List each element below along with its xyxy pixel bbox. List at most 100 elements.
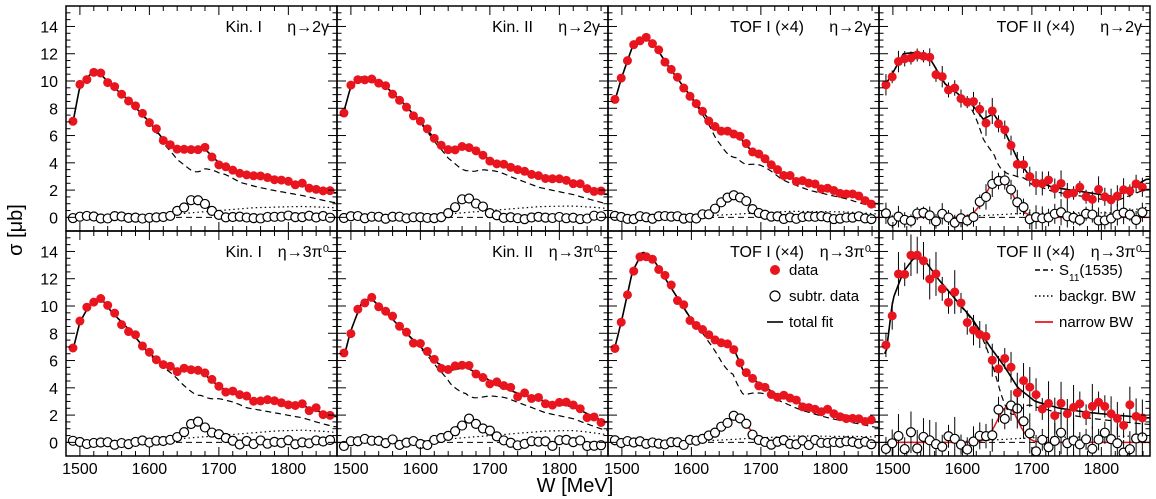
data-point	[200, 368, 210, 378]
data-point	[68, 116, 78, 126]
data-point	[158, 135, 168, 145]
panel-title: Kin. I	[226, 244, 262, 261]
subtracted-point	[595, 440, 607, 451]
subtracted-point	[199, 198, 211, 210]
subtracted-point	[703, 209, 714, 220]
y-tick-label: 4	[49, 381, 58, 398]
legend: data subtr. data total fit S11(1535) backgr.…	[767, 262, 1137, 331]
data-point	[622, 56, 632, 66]
data-point	[165, 140, 175, 150]
data-point	[297, 399, 307, 409]
data-point	[554, 397, 564, 407]
data-point	[1019, 160, 1029, 170]
data-point	[269, 175, 279, 185]
data-point	[1044, 175, 1054, 185]
data-point	[283, 400, 293, 410]
data-point	[256, 171, 266, 181]
data-point	[912, 250, 922, 260]
data-point	[137, 108, 147, 118]
data-point	[1050, 184, 1060, 194]
plot-area	[66, 294, 337, 450]
data-point	[360, 298, 370, 308]
data-point	[1075, 399, 1085, 409]
subtracted-point	[450, 426, 461, 437]
data-point	[1087, 194, 1097, 204]
data-point	[172, 367, 182, 377]
data-point	[1100, 401, 1110, 411]
data-point	[841, 189, 851, 199]
data-point	[228, 165, 238, 175]
plot-area	[337, 74, 608, 225]
data-point	[436, 363, 446, 373]
data-point	[471, 146, 481, 156]
data-point	[1112, 191, 1122, 201]
panel-title: Kin. II	[492, 19, 533, 36]
background-bw-curve	[71, 429, 337, 443]
panel-reaction: η→2γ	[287, 19, 329, 36]
data-point	[754, 149, 764, 159]
y-axis-label: σ [μb]	[5, 204, 27, 256]
subtracted-point	[1087, 443, 1098, 454]
panel-title: Kin. I	[226, 19, 262, 36]
subtracted-point	[456, 420, 468, 431]
data-point	[221, 387, 231, 397]
data-point	[207, 374, 217, 384]
data-point	[381, 81, 391, 91]
data-point	[547, 174, 557, 184]
plot-area	[879, 234, 1150, 456]
subtracted-point	[1093, 434, 1104, 445]
data-point	[290, 180, 300, 190]
data-point	[304, 183, 314, 193]
data-point	[723, 339, 733, 349]
data-point	[791, 395, 801, 405]
data-point	[242, 391, 252, 401]
data-point	[457, 360, 467, 370]
data-point	[823, 404, 833, 414]
y-tick-label: 2	[49, 183, 58, 200]
data-point	[346, 80, 356, 90]
data-point	[1062, 409, 1072, 419]
x-tick-label: 1600	[132, 461, 168, 478]
x-tick-label: 1700	[472, 461, 508, 478]
data-point	[151, 355, 161, 365]
data-point	[1137, 182, 1147, 192]
data-point	[704, 330, 714, 340]
data-point	[735, 131, 745, 141]
panel-title: Kin. II	[492, 244, 533, 261]
data-point	[450, 145, 460, 155]
data-point	[415, 116, 425, 126]
data-point	[207, 152, 217, 162]
y-tick-label: 14	[40, 19, 58, 36]
subtracted-point	[463, 193, 475, 204]
data-point	[193, 145, 203, 155]
y-tick-label: 12	[40, 47, 58, 64]
subtracted-point	[912, 443, 923, 454]
background-bw-curve	[342, 430, 608, 443]
subtracted-point	[338, 440, 350, 452]
data-point	[151, 124, 161, 134]
data-point	[748, 373, 758, 383]
subtracted-point	[866, 439, 877, 450]
subtracted-point	[962, 444, 973, 455]
data-point	[866, 415, 876, 425]
data-point	[82, 302, 92, 312]
y-tick-label: 8	[49, 326, 58, 343]
data-point	[1044, 398, 1054, 408]
data-point	[130, 330, 140, 340]
background-bw-curve	[613, 210, 879, 218]
data-point	[283, 176, 293, 186]
s11-curve	[342, 297, 608, 431]
subtracted-point	[709, 427, 721, 438]
data-point	[766, 160, 776, 170]
subtracted-point	[905, 427, 917, 438]
subtracted-point	[1074, 214, 1085, 225]
data-point	[144, 118, 154, 128]
y-tick-label: 0	[49, 435, 58, 452]
subtracted-point	[924, 210, 935, 221]
subtracted-point	[1080, 434, 1092, 445]
x-tick-label: 1700	[1014, 461, 1050, 478]
data-point	[249, 396, 259, 406]
data-point	[1025, 382, 1035, 392]
data-point	[741, 368, 751, 378]
data-point	[290, 400, 300, 410]
